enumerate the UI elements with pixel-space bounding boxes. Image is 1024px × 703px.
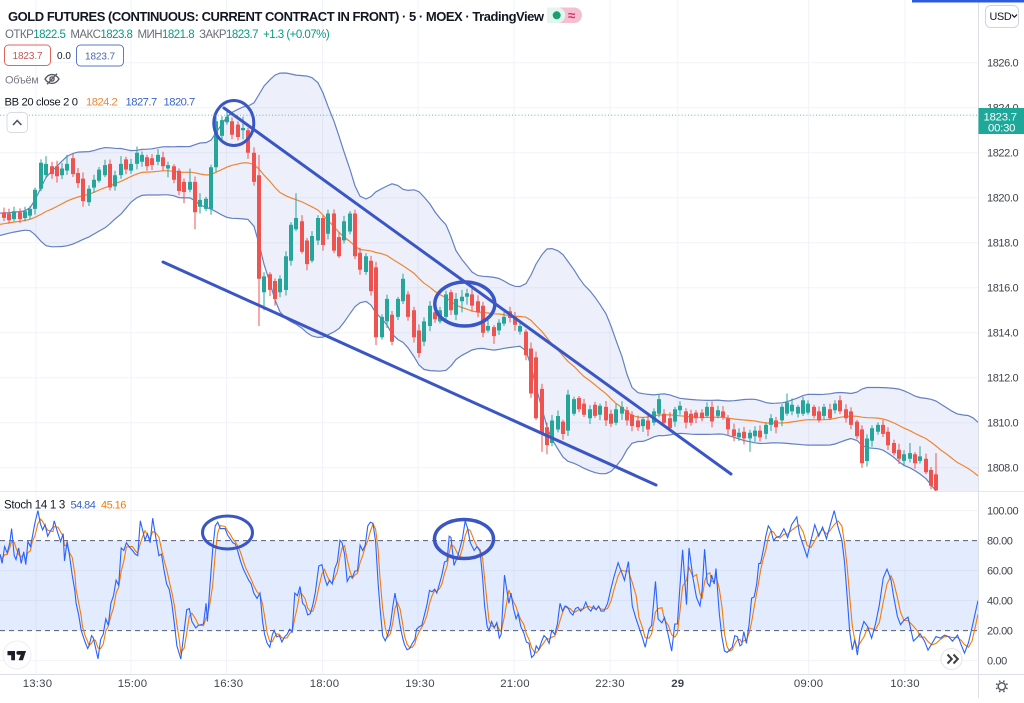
svg-text:22:30: 22:30 <box>595 678 625 690</box>
svg-text:0.00: 0.00 <box>987 656 1007 668</box>
svg-text:1826.0: 1826.0 <box>987 58 1019 70</box>
svg-text:09:00: 09:00 <box>794 678 824 690</box>
svg-text:16:30: 16:30 <box>214 678 244 690</box>
svg-text:100.00: 100.00 <box>987 506 1019 518</box>
svg-text:19:30: 19:30 <box>405 678 435 690</box>
svg-text:1808.0: 1808.0 <box>987 463 1019 475</box>
svg-text:29: 29 <box>671 678 684 690</box>
svg-text:1827.7: 1827.7 <box>126 97 157 109</box>
svg-text:80.00: 80.00 <box>987 536 1013 548</box>
svg-text:0.0: 0.0 <box>57 51 71 62</box>
svg-text:54.84: 54.84 <box>71 500 96 512</box>
svg-text:≈: ≈ <box>568 8 576 23</box>
svg-text:Stoch 14 1 3: Stoch 14 1 3 <box>4 500 65 512</box>
svg-text:BB 20 close 2 0: BB 20 close 2 0 <box>5 97 78 109</box>
svg-text:1824.2: 1824.2 <box>86 97 117 109</box>
svg-text:18:00: 18:00 <box>310 678 340 690</box>
svg-text:45.16: 45.16 <box>101 500 126 512</box>
svg-text:13:30: 13:30 <box>23 678 53 690</box>
svg-text:1820.7: 1820.7 <box>164 97 195 109</box>
svg-text:1820.0: 1820.0 <box>987 193 1019 205</box>
svg-text:21:00: 21:00 <box>500 678 530 690</box>
svg-text:20.00: 20.00 <box>987 626 1013 638</box>
svg-text:USD: USD <box>990 11 1012 23</box>
svg-text:1816.0: 1816.0 <box>987 283 1019 295</box>
svg-text:GOLD FUTURES (CONTINUOUS: CURR: GOLD FUTURES (CONTINUOUS: CURRENT CONTRA… <box>8 9 545 24</box>
svg-text:1818.0: 1818.0 <box>987 238 1019 250</box>
svg-text:40.00: 40.00 <box>987 596 1013 608</box>
svg-text:1814.0: 1814.0 <box>987 328 1019 340</box>
svg-text:1822.0: 1822.0 <box>987 148 1019 160</box>
svg-text:1823.7: 1823.7 <box>13 51 44 62</box>
svg-text:10:30: 10:30 <box>890 678 920 690</box>
svg-text:1812.0: 1812.0 <box>987 373 1019 385</box>
svg-text:1823.7: 1823.7 <box>85 52 116 63</box>
svg-text:Объём: Объём <box>5 75 39 87</box>
svg-text:60.00: 60.00 <box>987 566 1013 578</box>
svg-text:15:00: 15:00 <box>118 678 148 690</box>
svg-text:00:30: 00:30 <box>988 123 1015 135</box>
svg-text:1810.0: 1810.0 <box>987 418 1019 430</box>
